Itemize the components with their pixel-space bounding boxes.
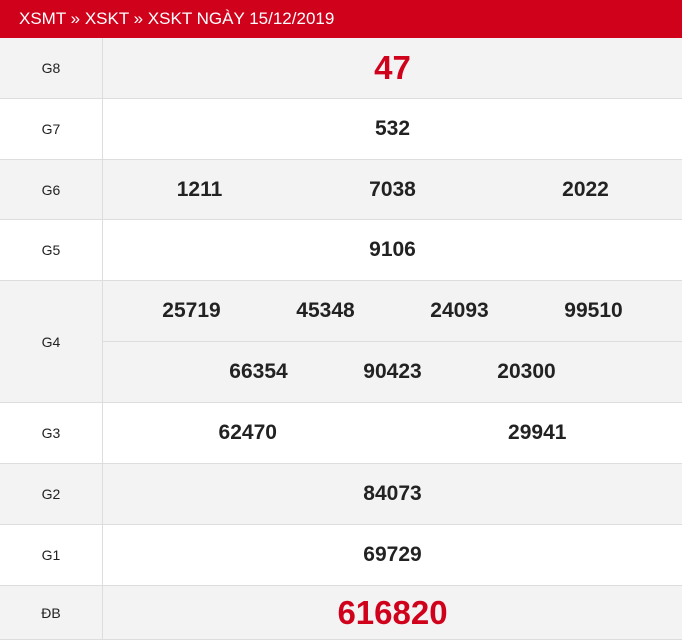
prize-number: 29941 (508, 421, 567, 444)
prize-row-6: G2 84073 (0, 464, 682, 525)
prize-number: 532 (374, 117, 411, 140)
prize-number: 616820 (337, 593, 448, 631)
prize-label: G4 (0, 281, 103, 402)
prize-label: G6 (0, 160, 103, 219)
prize-number: 1211 (176, 177, 223, 201)
prize-row-7: G1 69729 (0, 525, 682, 586)
prize-number: 66354 (229, 359, 288, 383)
prize-label: G1 (0, 525, 103, 585)
prize-number: 9106 (369, 238, 416, 261)
prize-label: ĐB (0, 586, 103, 639)
prize-row-5: G3 62470 29941 (0, 403, 682, 464)
prize-row-3: G5 9106 (0, 220, 682, 281)
prize-label: G2 (0, 464, 103, 524)
prize-number: 25719 (162, 299, 221, 322)
breadcrumb-header: XSMT » XSKT » XSKT NGÀY 15/12/2019 (0, 0, 682, 38)
prize-number: 84073 (363, 482, 422, 505)
prize-number: 90423 (363, 359, 422, 383)
prize-label: G7 (0, 99, 103, 159)
prize-number: 62470 (218, 421, 277, 444)
prize-row-2: G6 1211 7038 2022 (0, 160, 682, 220)
prize-number: 47 (374, 49, 411, 86)
prize-row-0: G8 47 (0, 38, 682, 99)
prize-row-1: G7 532 (0, 99, 682, 160)
prize-label: G5 (0, 220, 103, 280)
prize-label: G3 (0, 403, 103, 463)
prize-number: 69729 (363, 543, 422, 566)
prize-number: 20300 (497, 359, 556, 383)
prize-number: 24093 (430, 299, 489, 322)
prize-row-4: G4 25719 45348 24093 99510 66354 90423 20300 (0, 281, 682, 403)
prize-number: 99510 (564, 299, 623, 322)
prize-number: 7038 (369, 177, 416, 201)
prize-row-8: ĐB 616820 (0, 586, 682, 640)
prize-number: 45348 (296, 299, 355, 322)
results-table: G8 47 G7 532 G6 1211 7038 2022 G5 9106 G4 25719 4534… (0, 38, 682, 640)
prize-label: G8 (0, 38, 103, 98)
prize-number: 2022 (562, 177, 609, 201)
